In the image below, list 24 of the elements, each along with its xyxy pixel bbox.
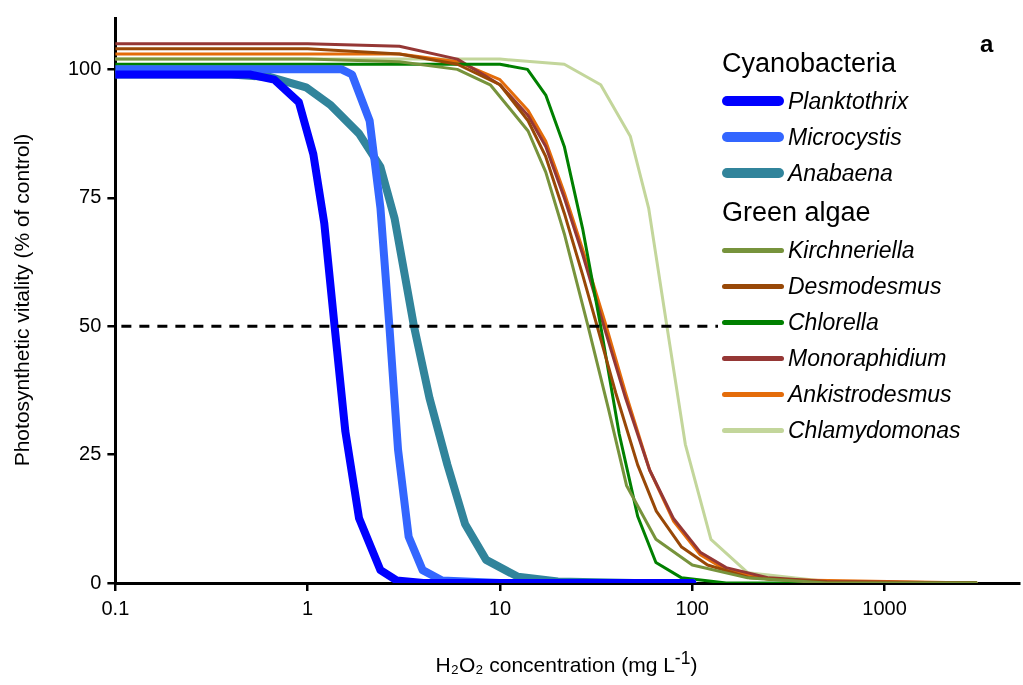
legend-label: Microcystis xyxy=(788,123,902,151)
legend-label: Kirchneriella xyxy=(788,236,915,264)
x-tick-label: 1000 xyxy=(862,596,907,619)
x-tick-label: 1 xyxy=(302,596,314,619)
legend-title: Cyanobacteria xyxy=(722,48,898,79)
legend-label: Desmodesmus xyxy=(788,272,942,300)
legend-label: Ankistrodesmus xyxy=(788,380,952,408)
x-tick-label: 0.1 xyxy=(101,596,130,619)
y-tick-label: 0 xyxy=(90,570,102,593)
legend-label: Chlamydomonas xyxy=(788,416,961,444)
legend-label: Monoraphidium xyxy=(788,344,947,372)
x-tick-label: 10 xyxy=(488,596,512,619)
y-tick-label: 25 xyxy=(79,442,102,465)
annotation: Green algae xyxy=(722,197,872,228)
x-tick-label: 100 xyxy=(675,596,709,619)
legend-label: Chlorella xyxy=(788,308,879,336)
legend-label: Anabaena xyxy=(788,159,893,187)
x-axis-title: H₂O₂ concentration (mg L$^{-1}$) xyxy=(434,648,699,677)
legend-label: Planktothrix xyxy=(788,87,909,115)
annotation: a xyxy=(980,30,994,58)
y-tick-label: 50 xyxy=(79,313,102,336)
y-tick-label: 75 xyxy=(79,185,102,208)
y-axis-title: Photosynthetic vitality (% of control) xyxy=(10,133,34,467)
y-tick-label: 100 xyxy=(67,56,102,79)
